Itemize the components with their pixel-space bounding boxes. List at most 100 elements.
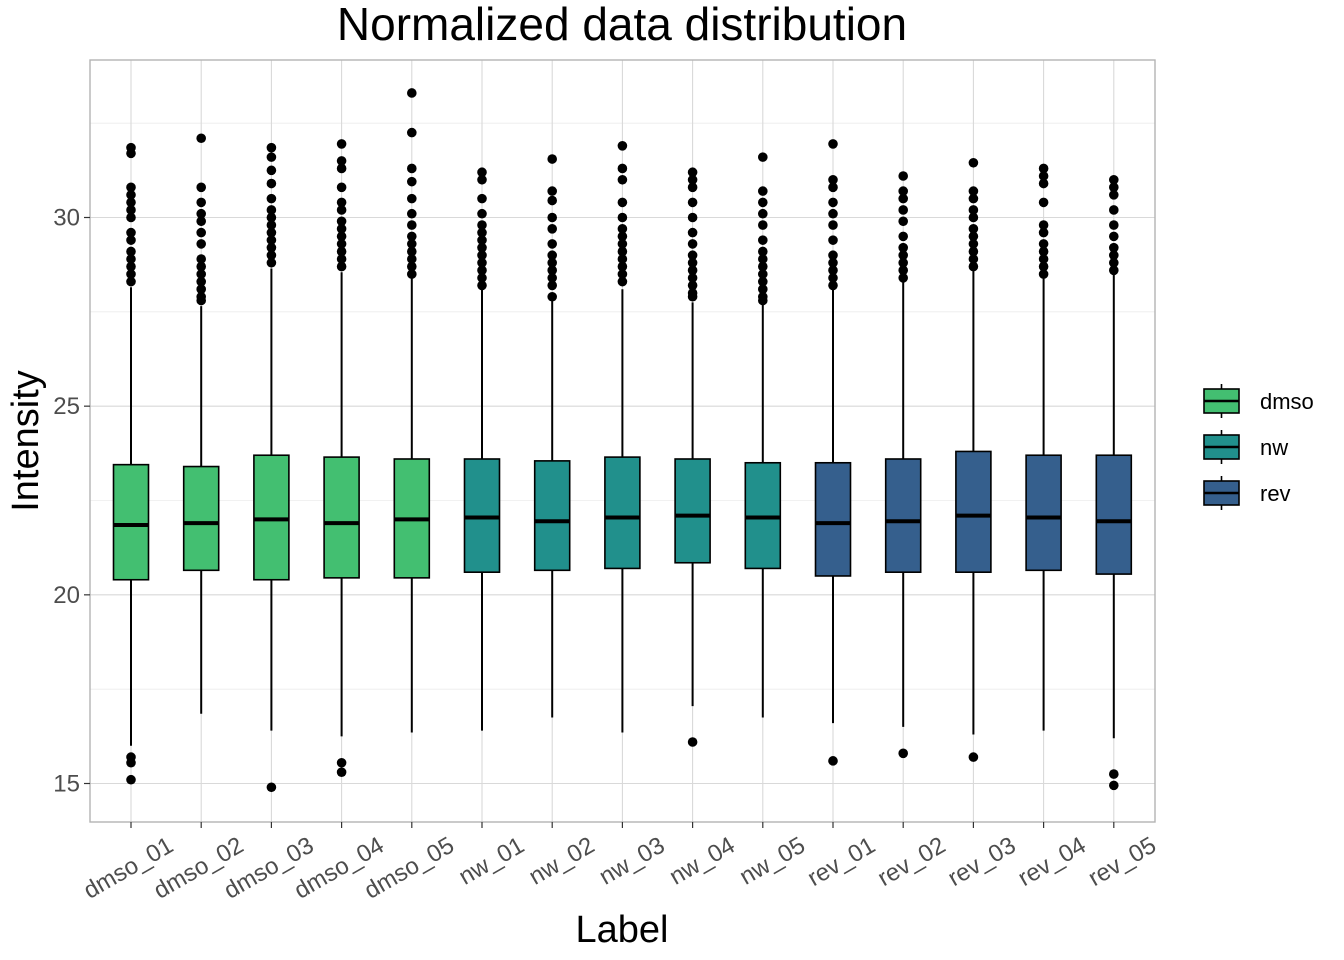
outlier-point: [617, 174, 628, 185]
outlier-point: [1109, 780, 1119, 791]
outlier-point: [968, 752, 979, 762]
outlier-point: [126, 212, 136, 223]
legend-item-rev: rev: [1203, 476, 1291, 510]
outlier-point: [828, 257, 838, 268]
outlier-point: [687, 212, 698, 223]
outlier-point: [758, 246, 768, 257]
outlier-point: [407, 254, 417, 264]
outlier-point: [266, 242, 277, 253]
outlier-point: [407, 208, 417, 219]
outlier-point: [126, 246, 136, 257]
outlier-point: [1038, 239, 1049, 249]
box-nw_03: [604, 141, 641, 733]
outlier-point: [266, 235, 277, 245]
outlier-point: [336, 757, 347, 768]
legend-label: dmso: [1260, 389, 1314, 414]
outlier-point: [687, 280, 698, 291]
box-body: [1095, 454, 1133, 575]
outlier-point: [126, 774, 136, 785]
outlier-point: [758, 197, 768, 208]
outlier-point: [1038, 227, 1049, 238]
outlier-point: [617, 261, 628, 272]
outlier-point: [477, 265, 487, 276]
outlier-point: [687, 227, 698, 238]
outlier-point: [617, 224, 628, 234]
outlier-point: [758, 284, 768, 294]
outlier-point: [477, 167, 487, 178]
outlier-point: [407, 261, 417, 272]
y-tick-label: 15: [53, 771, 80, 798]
outlier-point: [547, 265, 557, 276]
outlier-point: [266, 220, 277, 230]
outlier-point: [266, 250, 277, 261]
outlier-point: [1038, 246, 1049, 257]
legend-item-nw: nw: [1203, 430, 1288, 464]
outlier-point: [196, 261, 206, 272]
outlier-point: [758, 186, 768, 196]
x-tick-label: rev_05: [1084, 832, 1161, 892]
outlier-point: [687, 239, 698, 249]
outlier-point: [547, 224, 557, 234]
outlier-point: [407, 176, 417, 187]
outlier-point: [336, 246, 347, 257]
outlier-point: [687, 273, 698, 283]
outlier-point: [126, 261, 136, 272]
outlier-point: [968, 239, 979, 249]
outlier-point: [1109, 231, 1119, 242]
outlier-point: [336, 197, 347, 208]
box-rev_05: [1095, 174, 1133, 791]
box-body: [112, 463, 150, 581]
outlier-point: [407, 246, 417, 257]
outlier-point: [266, 782, 277, 793]
outlier-point: [828, 265, 838, 276]
outlier-point: [547, 291, 557, 302]
outlier-point: [547, 186, 557, 196]
outlier-point: [407, 239, 417, 249]
outlier-point: [898, 257, 908, 268]
outlier-point: [828, 208, 838, 219]
outlier-point: [898, 748, 908, 759]
outlier-point: [758, 235, 768, 245]
x-tick-label: nw_05: [735, 832, 810, 891]
outlier-point: [617, 269, 628, 279]
outlier-point: [126, 269, 136, 279]
outlier-point: [758, 208, 768, 219]
outlier-point: [617, 246, 628, 257]
outlier-point: [126, 148, 136, 159]
outlier-point: [407, 163, 417, 174]
outlier-point: [196, 295, 206, 306]
outlier-point: [196, 227, 206, 238]
box-body: [323, 456, 360, 579]
outlier-point: [547, 257, 557, 268]
outlier-point: [407, 193, 417, 204]
outlier-point: [407, 220, 417, 230]
x-tick-label: nw_02: [524, 832, 599, 891]
outlier-point: [477, 220, 487, 230]
outlier-point: [407, 88, 417, 98]
outlier-point: [758, 220, 768, 230]
outlier-point: [758, 276, 768, 287]
outlier-point: [1109, 769, 1119, 779]
outlier-point: [968, 193, 979, 204]
outlier-point: [687, 250, 698, 261]
outlier-point: [1109, 250, 1119, 261]
outlier-point: [336, 205, 347, 215]
outlier-point: [617, 197, 628, 208]
outlier-point: [126, 227, 136, 238]
outlier-point: [266, 212, 277, 223]
outlier-point: [336, 163, 347, 174]
outlier-point: [898, 171, 908, 181]
outlier-point: [687, 257, 698, 268]
outlier-point: [828, 235, 838, 245]
outlier-point: [968, 254, 979, 264]
x-tick-label: rev_03: [943, 832, 1020, 892]
box-body: [604, 456, 641, 570]
outlier-point: [126, 205, 136, 215]
outlier-point: [477, 242, 487, 253]
box-nw_01: [463, 167, 501, 731]
outlier-point: [898, 242, 908, 253]
outlier-point: [1038, 197, 1049, 208]
outlier-point: [828, 174, 838, 185]
outlier-point: [687, 265, 698, 276]
